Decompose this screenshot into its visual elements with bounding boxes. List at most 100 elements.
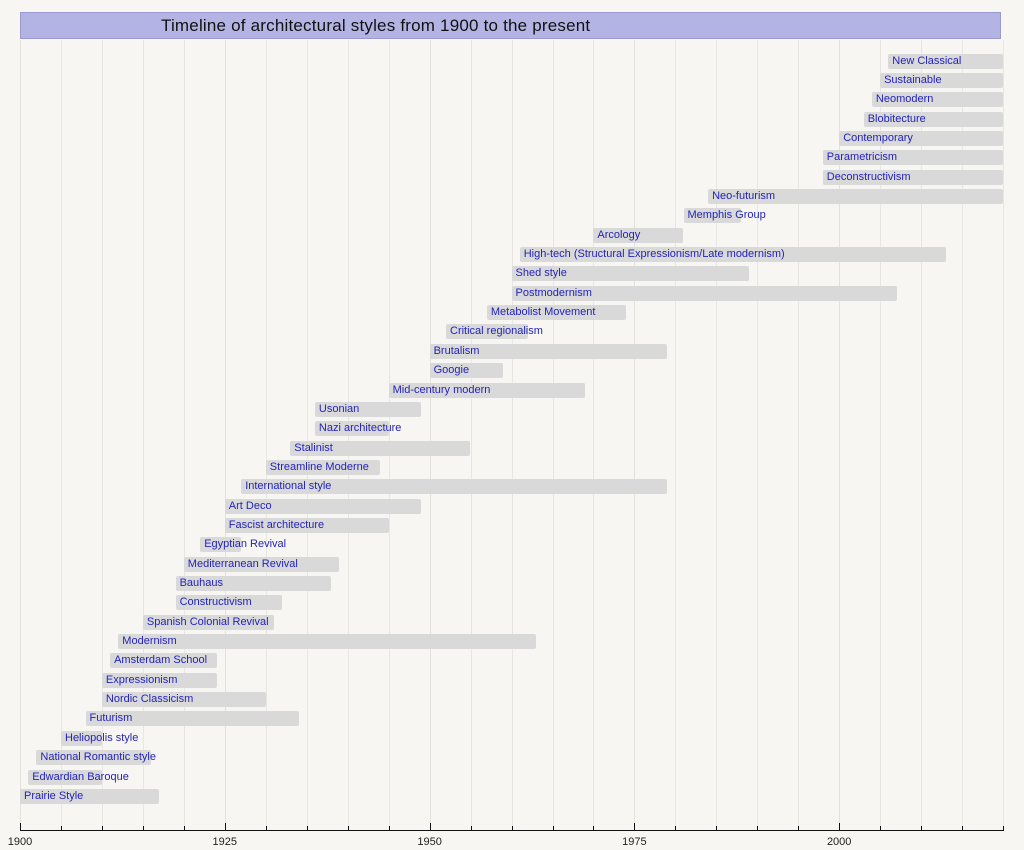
timeline-bar: Mid-century modern	[388, 382, 586, 398]
gridline	[1003, 40, 1004, 830]
timeline-bar: Metabolist Movement	[486, 305, 627, 321]
gridline	[101, 40, 103, 830]
gridline	[757, 40, 759, 830]
bar-label: Postmodernism	[515, 286, 592, 299]
axis-minor-tick	[347, 826, 349, 830]
gridline	[183, 40, 185, 830]
bar-label: Edwardian Baroque	[32, 770, 129, 783]
timeline-bar: Egyptian Revival	[200, 537, 286, 553]
axis-minor-tick	[388, 826, 390, 830]
bar-label: Brutalism	[433, 344, 480, 357]
timeline-bar: International style	[241, 479, 668, 495]
bar-label: Stalinist	[294, 441, 333, 454]
bar-label: Nazi architecture	[318, 422, 402, 435]
gridline	[552, 40, 554, 830]
bar-label: Mid-century modern	[392, 383, 491, 396]
bar-label: Parametricism	[826, 151, 898, 164]
axis-minor-tick	[921, 826, 923, 830]
axis-major-tick	[429, 823, 431, 830]
axis-minor-tick	[511, 826, 513, 830]
gridline	[265, 40, 267, 830]
axis-minor-tick	[101, 826, 103, 830]
gridline	[20, 40, 21, 830]
axis-minor-tick	[757, 826, 759, 830]
axis-major-tick	[224, 823, 226, 830]
timeline-bar: Bauhaus	[175, 576, 332, 591]
bar-label: Shed style	[515, 267, 567, 280]
bar-label: Neomodern	[875, 93, 934, 106]
gridline	[921, 40, 923, 830]
axis-tick-label: 1950	[417, 836, 442, 848]
gridline	[224, 40, 226, 830]
axis-tick-label: 1900	[7, 836, 33, 848]
timeline-bar: High-tech (Structural Expressionism/Late…	[519, 247, 946, 262]
gridline	[388, 40, 390, 830]
bar-label: Egyptian Revival	[204, 538, 287, 551]
bar-label: Fascist architecture	[228, 518, 325, 531]
timeline-bar: Deconstructivism	[822, 169, 1003, 185]
axis-minor-tick	[1003, 826, 1004, 830]
bar-label: Neo-futurism	[712, 190, 776, 202]
bar-label: Deconstructivism	[826, 170, 911, 183]
axis-minor-tick	[61, 826, 62, 830]
gridline	[716, 40, 718, 830]
timeline-bar: Expressionism	[101, 672, 217, 688]
bar-label: Modernism	[122, 635, 177, 647]
timeline-bar: Nazi architecture	[314, 421, 401, 437]
bar-label: Arcology	[597, 228, 641, 241]
timeline-bar: Sustainable	[880, 72, 1003, 88]
bar-label: Amsterdam School	[114, 654, 208, 667]
axis-minor-tick	[265, 826, 267, 830]
gridline	[61, 40, 62, 830]
timeline-bar: Streamline Moderne	[265, 459, 381, 475]
bar-label: Bauhaus	[179, 577, 224, 589]
axis-tick-label: 1925	[212, 836, 238, 848]
axis-major-tick	[634, 823, 636, 830]
timeline-bar: Googie	[429, 363, 504, 379]
timeline-bar: Shed style	[511, 266, 750, 282]
bar-label: Metabolist Movement	[490, 306, 596, 319]
bar-label: Futurism	[89, 712, 133, 725]
x-axis-line	[20, 830, 1004, 831]
gridline	[839, 40, 841, 830]
bar-label: Art Deco	[228, 499, 272, 512]
bar-label: Prairie Style	[24, 789, 84, 802]
timeline-bar: Memphis Group	[683, 208, 766, 224]
timeline-bar: Brutalism	[429, 343, 668, 359]
axis-minor-tick	[552, 826, 554, 830]
axis-minor-tick	[962, 826, 963, 830]
timeline-bar: Futurism	[85, 711, 299, 727]
gridline	[880, 40, 882, 830]
axis-minor-tick	[675, 826, 677, 830]
timeline-bar: Stalinist	[290, 440, 471, 456]
timeline-bar: Neomodern	[871, 92, 1003, 108]
timeline-bar: Constructivism	[175, 595, 283, 611]
gridline	[306, 40, 308, 830]
chart-title: Timeline of architectural styles from 19…	[161, 15, 591, 35]
gridline	[511, 40, 513, 830]
gridline	[798, 40, 800, 830]
bar-label: National Romantic style	[40, 751, 156, 764]
timeline-bar: Amsterdam School	[110, 653, 217, 669]
timeline-bar: Mediterranean Revival	[183, 556, 340, 572]
bar-label: Spanish Colonial Revival	[146, 615, 269, 628]
chart-title-bar: Timeline of architectural styles from 19…	[20, 12, 1001, 39]
timeline-bar: Prairie Style	[20, 788, 160, 804]
timeline-bar: Blobitecture	[863, 111, 1003, 127]
bar-label: High-tech (Structural Expressionism/Late…	[523, 248, 785, 260]
axis-major-tick	[839, 823, 841, 830]
timeline-bar: Modernism	[118, 634, 537, 649]
bar-label: Sustainable	[884, 73, 942, 86]
axis-tick-label: 1975	[622, 836, 647, 848]
bar-label: International style	[245, 480, 332, 493]
axis-minor-tick	[470, 826, 472, 830]
gridline	[429, 40, 431, 830]
timeline-bar: Heliopolis style	[61, 730, 138, 746]
timeline-bar: Neo-futurism	[708, 189, 1003, 204]
axis-minor-tick	[593, 826, 595, 830]
gridline	[634, 40, 636, 830]
bar-label: Memphis Group	[687, 209, 766, 222]
gridline	[142, 40, 144, 830]
bar-label: Blobitecture	[867, 112, 926, 125]
